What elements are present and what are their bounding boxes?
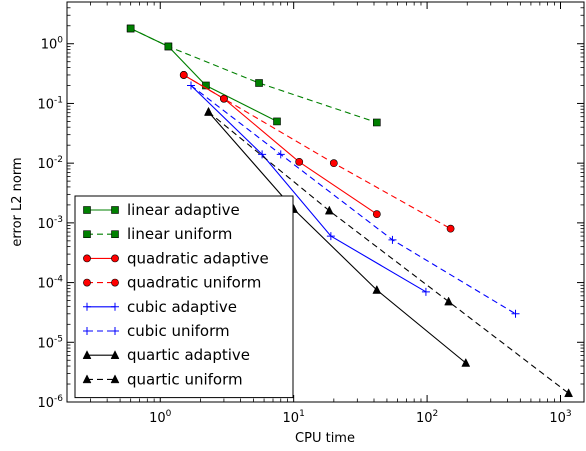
legend-entry: quadratic adaptive: [83, 249, 269, 267]
series-7-point: [372, 284, 382, 294]
legend-marker: [83, 254, 91, 263]
series-8-point: [204, 106, 213, 116]
legend-label: quadratic adaptive: [127, 249, 269, 267]
y-tick-label: 10-3: [37, 215, 63, 232]
series-2-point: [164, 42, 173, 51]
tick-layer: 100 101 102 103 100 10-1 10-2 10-3 10-4 10-5 10-6: [37, 2, 584, 426]
series-1-point: [273, 117, 281, 126]
series-layer: [126, 24, 574, 398]
legend-marker: [111, 254, 119, 263]
series-4-point: [446, 224, 455, 233]
legend-label: cubic uniform: [127, 322, 230, 340]
series-2-point: [373, 118, 381, 127]
legend-entry: cubic adaptive: [83, 298, 237, 316]
legend-marker: [111, 206, 119, 214]
series-2: [126, 24, 381, 127]
legend-marker: [111, 302, 119, 311]
legend-entry: linear adaptive: [83, 201, 240, 219]
series-6-point: [187, 81, 196, 90]
x-tick-label: 102: [416, 409, 438, 426]
legend-marker: [82, 374, 92, 384]
legend-label: linear adaptive: [127, 201, 240, 219]
y-tick-label: 10-2: [37, 155, 63, 172]
y-tick-label: 10-6: [37, 394, 63, 411]
series-3-point: [372, 210, 381, 219]
x-tick-label: 101: [283, 409, 305, 426]
y-tick-label: 10-4: [37, 275, 63, 292]
series-6-line: [190, 85, 516, 315]
x-axis-label: CPU time: [295, 431, 355, 446]
series-4-point: [220, 94, 228, 103]
legend-label: quartic uniform: [127, 370, 243, 388]
series-3-point: [295, 157, 304, 166]
legend-marker: [83, 206, 91, 214]
series-7-point: [461, 357, 471, 367]
series-8: [204, 106, 574, 398]
series-1-line: [130, 28, 278, 122]
series-6-point: [276, 150, 285, 159]
plot-frame: [66, 1, 585, 403]
legend-marker: [110, 350, 120, 359]
legend-marker: [82, 350, 92, 359]
legend-entry: quartic adaptive: [82, 346, 250, 364]
legend-entry: quadratic uniform: [83, 274, 261, 292]
legend-label: cubic adaptive: [127, 298, 237, 316]
series-4: [179, 71, 455, 233]
series-2-point: [255, 79, 263, 87]
series-6: [187, 81, 520, 318]
legend-label: linear uniform: [127, 225, 232, 243]
series-2-point: [126, 24, 135, 33]
y-tick-label: 10-1: [37, 95, 63, 112]
x-tick-label: 103: [549, 409, 571, 426]
legend-marker: [83, 302, 91, 311]
series-8-point: [324, 205, 334, 215]
legend-box: [74, 195, 294, 399]
series-4-point: [329, 159, 338, 168]
series-5-point: [326, 232, 335, 241]
legend-marker: [83, 327, 91, 335]
legend-label: quadratic uniform: [127, 274, 261, 292]
series-5: [187, 81, 430, 296]
legend-marker: [111, 230, 119, 238]
legend-marker: [111, 327, 119, 335]
y-tick-label: 10-5: [37, 334, 63, 351]
series-5-line: [190, 85, 427, 293]
legend-entry: quartic uniform: [82, 370, 243, 388]
series-7-line: [208, 111, 467, 364]
legend-marker: [110, 374, 120, 384]
series-5-point: [258, 150, 267, 159]
legend-entry: linear uniform: [83, 225, 232, 243]
series-8-line: [208, 111, 569, 394]
legend: linear adaptive linear uniform quadratic a…: [74, 195, 294, 399]
legend-entry: cubic uniform: [83, 322, 230, 340]
series-6-point: [511, 309, 520, 318]
series-6-point: [388, 235, 397, 244]
legend-marker: [83, 278, 91, 287]
series-8-point: [444, 296, 454, 306]
legend-marker: [111, 278, 119, 287]
x-tick-label: 100: [149, 409, 172, 426]
series-8-point: [564, 388, 574, 398]
legend-label: quartic adaptive: [127, 346, 250, 364]
series-5-point: [421, 287, 430, 296]
series-2-line: [130, 28, 377, 124]
y-tick-label: 100: [41, 36, 64, 53]
y-axis-label: error L2 norm: [10, 157, 25, 246]
series-4-point: [179, 71, 188, 79]
series-1: [126, 24, 281, 126]
series-4-line: [183, 74, 451, 230]
legend-marker: [83, 230, 91, 238]
